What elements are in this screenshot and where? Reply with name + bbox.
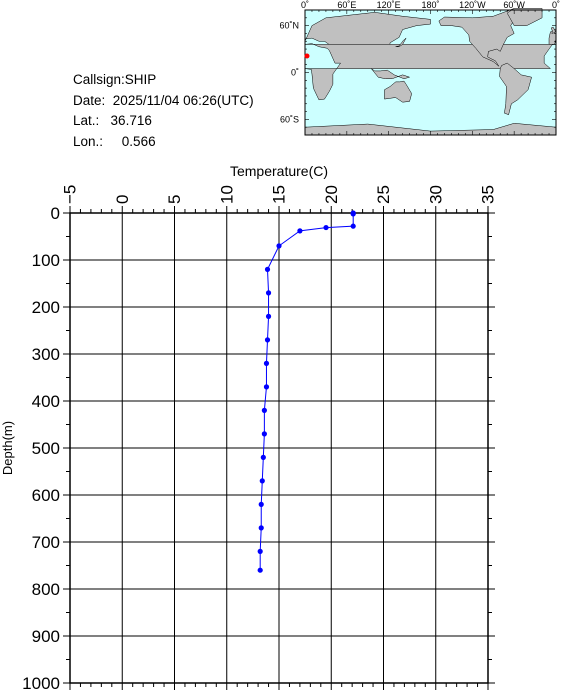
- map-lat-label: 60˚N: [279, 21, 299, 31]
- map-continent-africa: [304, 43, 556, 101]
- y-tick-label: 400: [32, 392, 60, 411]
- y-tick-label: 900: [32, 627, 60, 646]
- plot-frame: [69, 212, 489, 684]
- data-point: [265, 290, 272, 296]
- y-tick-labels: 0 100 200 300 400 500 600 700 800 900 1000: [22, 204, 60, 690]
- map-continent-japan: [395, 37, 407, 47]
- lat-label: Lat.:: [73, 113, 100, 128]
- lon-label: Lon.:: [73, 133, 104, 149]
- map-continent-indonesia: [371, 68, 411, 80]
- y-tick-label: 300: [32, 345, 60, 364]
- data-point: [263, 360, 270, 366]
- x-tick-label: 25: [374, 185, 393, 204]
- data-point: [257, 567, 263, 573]
- data-point: [265, 313, 272, 319]
- x-tick-label: 10: [217, 185, 236, 204]
- map-continent-uk: [550, 26, 556, 34]
- data-point: [259, 478, 265, 484]
- data-point: [350, 223, 356, 229]
- y-tick-label: 100: [32, 251, 60, 270]
- y-tick-label: 700: [32, 533, 60, 552]
- data-point: [264, 337, 271, 343]
- y-tick-label: 800: [32, 580, 60, 599]
- series-line: [259, 213, 354, 571]
- y-tick-label: 200: [32, 298, 60, 317]
- map-lon-label: 120˚W: [459, 0, 486, 10]
- y-tick-label: 500: [32, 439, 60, 458]
- data-point: [264, 266, 271, 272]
- map-labels: 0˚ 60˚E 120˚E 180˚ 120˚W 60˚W 0˚ 60˚N 0˚ 60˚S: [279, 0, 560, 124]
- map-lon-label: 0˚: [301, 0, 309, 10]
- map-continent-greenland: [506, 8, 543, 26]
- data-point: [260, 454, 266, 460]
- map-lon-label: 0˚: [552, 0, 560, 10]
- lat-value: 36.716: [110, 113, 152, 128]
- series-group: [257, 210, 356, 573]
- map-lat-label: 0˚: [291, 68, 299, 78]
- map-lon-label: 180˚: [421, 0, 439, 10]
- x-axis-title: Temperature(C): [230, 163, 328, 179]
- date-value: 2025/11/04 06:26(UTC): [112, 92, 254, 108]
- x-tick-labels: −5 0 5 10 15 20 25 30 35: [61, 185, 498, 204]
- lon-value: 0.566: [121, 133, 156, 149]
- callsign-text: Callsign:SHIP: [73, 72, 157, 87]
- station-marker: [304, 53, 310, 59]
- x-tick-label: 5: [165, 195, 184, 204]
- x-tick-label: 35: [479, 185, 498, 204]
- x-tick-label: 20: [322, 185, 341, 204]
- x-tick-label: 15: [270, 185, 289, 204]
- map-lon-label: 60˚E: [337, 0, 356, 10]
- map-ticks: [304, 9, 557, 136]
- y-tick-label: 1000: [22, 674, 60, 690]
- x-tick-label: 30: [426, 185, 445, 204]
- lon-row: Lon.: 0.566: [73, 132, 254, 153]
- data-point: [263, 384, 270, 390]
- y-tick-label: 0: [51, 204, 60, 223]
- y-tick-label: 600: [32, 486, 60, 505]
- map-lon-label: 60˚W: [503, 0, 525, 10]
- station-info: Callsign:SHIP Date: 2025/11/04 06:26(UTC…: [73, 70, 254, 152]
- data-point: [261, 431, 267, 437]
- data-point: [350, 211, 356, 217]
- y-axis-title: Depth(m): [0, 421, 15, 475]
- map-lat-label: 60˚S: [280, 114, 299, 124]
- data-point: [258, 501, 264, 507]
- data-point: [297, 228, 303, 234]
- chart-grid: [70, 213, 488, 683]
- data-point: [258, 525, 264, 531]
- map-land: [304, 8, 557, 136]
- date-label: Date:: [73, 92, 106, 108]
- x-tick-label: 0: [113, 195, 132, 204]
- x-tick-label: −5: [61, 185, 80, 204]
- map-continent-australia: [384, 80, 412, 103]
- world-map: 0˚ 60˚E 120˚E 180˚ 120˚W 60˚W 0˚ 60˚N 0˚ 60˚S: [279, 0, 560, 136]
- map-continent-south-america: [499, 62, 532, 116]
- data-point: [323, 224, 329, 231]
- data-point: [276, 243, 282, 249]
- data-point: [261, 407, 267, 413]
- date-row: Date: 2025/11/04 06:26(UTC): [73, 91, 254, 112]
- map-lon-label: 120˚E: [377, 0, 401, 10]
- data-point: [257, 548, 263, 555]
- lat-row: Lat.: 36.716: [73, 111, 254, 132]
